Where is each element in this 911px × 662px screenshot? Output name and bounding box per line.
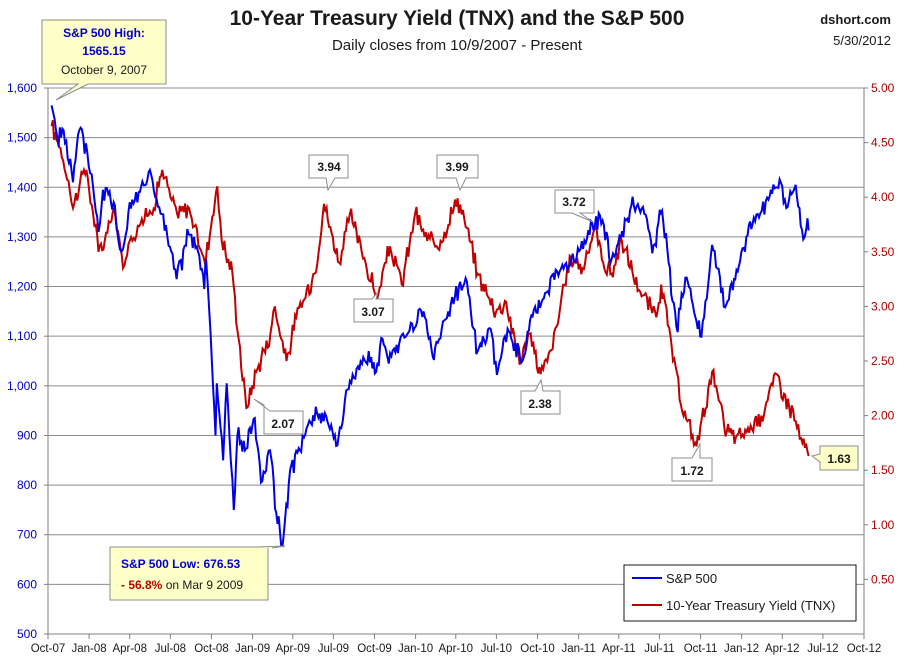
sp-low-callout: S&P 500 Low: 676.53 - 56.8% on Mar 9 200… bbox=[109, 545, 286, 601]
right-tick-label: 0.50 bbox=[871, 572, 895, 586]
svg-text:1.72: 1.72 bbox=[680, 464, 704, 478]
tnx-label-172: 1.72 bbox=[671, 442, 713, 482]
tnx-label-163: 1.63 bbox=[810, 445, 859, 471]
x-tick-label: Oct-12 bbox=[847, 643, 882, 655]
right-tick-label: 5.00 bbox=[871, 81, 895, 95]
sp-high-title: S&P 500 High: bbox=[63, 26, 145, 40]
svg-text:2.07: 2.07 bbox=[271, 417, 295, 431]
x-tick-label: Jul-11 bbox=[644, 643, 674, 655]
x-tick-label: Jan-10 bbox=[398, 643, 433, 655]
x-tick-label: Jul-10 bbox=[481, 643, 512, 655]
sp-high-value: 1565.15 bbox=[82, 44, 126, 58]
left-tick-label: 700 bbox=[17, 528, 37, 542]
legend-label-tnx: 10-Year Treasury Yield (TNX) bbox=[666, 598, 835, 613]
x-tick-label: Jan-11 bbox=[561, 643, 595, 655]
left-tick-label: 500 bbox=[17, 627, 37, 641]
svg-text:1.63: 1.63 bbox=[827, 452, 851, 466]
x-tick-label: Jan-12 bbox=[724, 643, 759, 655]
x-axis: Oct-07 Jan-08 Apr-08 Jul-08 Oct-08 Jan-09 Apr-… bbox=[31, 634, 882, 655]
legend-label-sp500: S&P 500 bbox=[666, 571, 717, 586]
chart-title: 10-Year Treasury Yield (TNX) and the S&P… bbox=[230, 7, 685, 30]
tnx-label-372: 3.72 bbox=[554, 189, 595, 223]
left-tick-label: 1,200 bbox=[7, 280, 37, 294]
sp-low-pct: - 56.8% bbox=[121, 578, 163, 592]
left-tick-label: 1,600 bbox=[7, 81, 37, 95]
right-tick-label: 3.50 bbox=[871, 245, 895, 259]
tnx-series-line bbox=[50, 120, 810, 457]
sp-low-detail: - 56.8% on Mar 9 2009 bbox=[121, 578, 243, 592]
x-tick-label: Jul-12 bbox=[807, 643, 838, 655]
x-tick-label: Apr-12 bbox=[765, 643, 800, 655]
x-tick-label: Jul-08 bbox=[155, 643, 186, 655]
left-axis: 500 600 700 800 900 1,000 1,100 1,200 1,300 1,400… bbox=[7, 81, 48, 641]
right-tick-label: 2.50 bbox=[871, 354, 895, 368]
left-tick-label: 1,500 bbox=[7, 131, 37, 145]
date-text: 5/30/2012 bbox=[833, 33, 891, 48]
series-layer bbox=[50, 105, 810, 548]
right-axis: 0.50 1.00 1.50 2.00 2.50 3.00 3.50 4.00 4.50 5.00 bbox=[864, 81, 895, 586]
x-tick-label: Oct-08 bbox=[194, 643, 229, 655]
x-tick-label: Apr-08 bbox=[112, 643, 147, 655]
x-tick-label: Jan-08 bbox=[72, 643, 107, 655]
tnx-label-307: 3.07 bbox=[353, 291, 394, 323]
svg-text:3.94: 3.94 bbox=[317, 160, 341, 174]
right-tick-label: 2.00 bbox=[871, 409, 895, 423]
svg-text:2.38: 2.38 bbox=[528, 397, 552, 411]
x-tick-label: Apr-10 bbox=[439, 643, 474, 655]
x-tick-label: Apr-11 bbox=[602, 643, 636, 655]
tnx-label-399: 3.99 bbox=[436, 154, 479, 192]
sp-high-callout: S&P 500 High: 1565.15 October 9, 2007 bbox=[41, 19, 167, 101]
tnx-label-238: 2.38 bbox=[520, 378, 561, 415]
svg-text:3.07: 3.07 bbox=[361, 305, 385, 319]
x-tick-label: Apr-09 bbox=[275, 643, 310, 655]
left-tick-label: 1,300 bbox=[7, 230, 37, 244]
left-tick-label: 1,100 bbox=[7, 329, 37, 343]
right-tick-label: 1.50 bbox=[871, 463, 895, 477]
x-tick-label: Jul-09 bbox=[318, 643, 349, 655]
tnx-label-394: 3.94 bbox=[308, 154, 349, 192]
svg-text:3.72: 3.72 bbox=[562, 195, 586, 209]
credit-text: dshort.com bbox=[820, 12, 891, 27]
legend: S&P 500 10-Year Treasury Yield (TNX) bbox=[623, 564, 857, 622]
right-tick-label: 4.50 bbox=[871, 136, 895, 150]
x-tick-label: Oct-10 bbox=[520, 643, 555, 655]
x-tick-label: Oct-07 bbox=[31, 643, 66, 655]
x-tick-label: Oct-11 bbox=[684, 643, 718, 655]
left-tick-label: 600 bbox=[17, 577, 37, 591]
chart-subtitle: Daily closes from 10/9/2007 - Present bbox=[332, 37, 583, 54]
left-tick-label: 800 bbox=[17, 478, 37, 492]
sp-low-date: on Mar 9 2009 bbox=[162, 578, 243, 592]
right-tick-label: 1.00 bbox=[871, 518, 895, 532]
x-tick-label: Oct-09 bbox=[357, 643, 392, 655]
left-tick-label: 1,000 bbox=[7, 379, 37, 393]
right-tick-label: 4.00 bbox=[871, 190, 895, 204]
sp-high-date: October 9, 2007 bbox=[61, 63, 147, 77]
sp-low-title: S&P 500 Low: 676.53 bbox=[121, 557, 241, 571]
tnx-label-207: 2.07 bbox=[253, 398, 304, 435]
sp500-series-line bbox=[50, 105, 810, 548]
svg-text:3.99: 3.99 bbox=[445, 160, 469, 174]
left-tick-label: 900 bbox=[17, 428, 37, 442]
left-tick-label: 1,400 bbox=[7, 180, 37, 194]
right-tick-label: 3.00 bbox=[871, 299, 895, 313]
x-tick-label: Jan-09 bbox=[235, 643, 270, 655]
